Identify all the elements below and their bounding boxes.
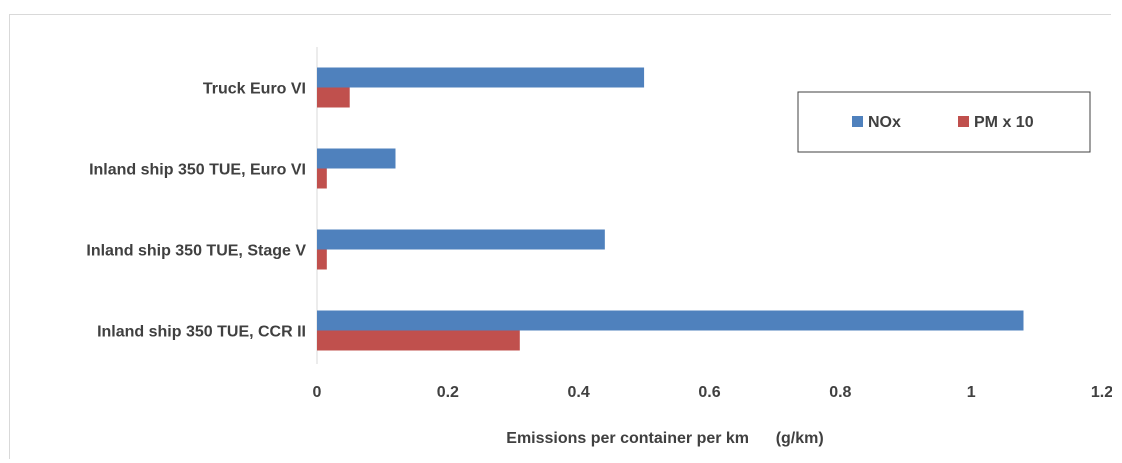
- x-axis-title: Emissions per container per km (g/km): [506, 430, 823, 447]
- x-tick-label: 0.4: [568, 384, 590, 401]
- x-tick-label: 1.2: [1091, 384, 1112, 401]
- category-labels: Truck Euro VI Inland ship 350 TUE, Euro V…: [86, 81, 306, 341]
- x-tick-labels: 0 0.2 0.4 0.6 0.8 1 1.2: [313, 384, 1112, 401]
- legend-swatch-nox: [852, 116, 863, 127]
- legend: NOx PM x 10: [797, 91, 1091, 153]
- bar-nox-3: [317, 310, 1024, 331]
- x-tick-label: 0.2: [437, 384, 459, 401]
- legend-box: [797, 91, 1091, 153]
- bar-chart: Truck Euro VI Inland ship 350 TUE, Euro V…: [86, 47, 1112, 447]
- chart-area: Truck Euro VI Inland ship 350 TUE, Euro V…: [9, 14, 1112, 459]
- bar-pm-0: [317, 87, 350, 108]
- category-label: Inland ship 350 TUE, Euro VI: [89, 162, 306, 179]
- bar-nox-0: [317, 67, 645, 88]
- x-tick-label: 0.8: [829, 384, 851, 401]
- x-tick-label: 0.6: [698, 384, 720, 401]
- bar-pm-3: [317, 330, 520, 351]
- bar-nox-1: [317, 148, 396, 169]
- bar-pm-2: [317, 249, 327, 270]
- legend-label-pm: PM x 10: [974, 114, 1034, 131]
- legend-swatch-pm: [958, 116, 969, 127]
- bar-pm-1: [317, 168, 327, 189]
- category-label: Truck Euro VI: [203, 81, 306, 98]
- x-tick-label: 1: [967, 384, 976, 401]
- category-label: Inland ship 350 TUE, Stage V: [86, 243, 306, 260]
- bar-nox-2: [317, 229, 605, 250]
- bars-group: [317, 67, 1024, 351]
- category-label: Inland ship 350 TUE, CCR II: [97, 324, 306, 341]
- legend-label-nox: NOx: [868, 114, 901, 131]
- x-tick-label: 0: [313, 384, 322, 401]
